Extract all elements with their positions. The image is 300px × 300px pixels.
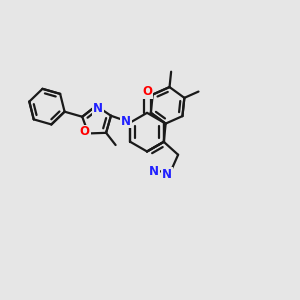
Text: N: N <box>93 102 103 115</box>
Text: O: O <box>80 125 90 139</box>
Text: N: N <box>149 165 159 178</box>
Text: N: N <box>162 168 172 181</box>
Text: N: N <box>121 115 131 128</box>
Text: O: O <box>142 85 152 98</box>
